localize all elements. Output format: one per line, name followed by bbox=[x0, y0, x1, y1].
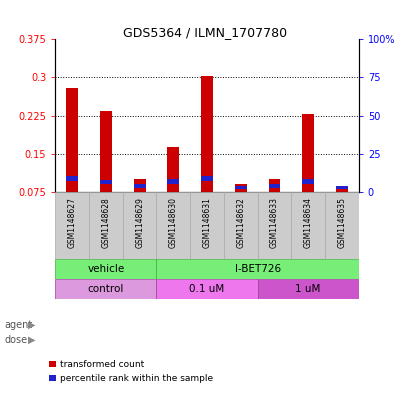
Bar bbox=[223, 192, 257, 259]
Bar bbox=[324, 192, 358, 259]
Bar bbox=[268, 179, 280, 192]
Text: GSM1148634: GSM1148634 bbox=[303, 197, 312, 248]
Text: 0.1 uM: 0.1 uM bbox=[189, 284, 224, 294]
Text: GSM1148631: GSM1148631 bbox=[202, 197, 211, 248]
Text: GSM1148629: GSM1148629 bbox=[135, 197, 144, 248]
Text: I-BET726: I-BET726 bbox=[234, 264, 280, 274]
Text: GSM1148632: GSM1148632 bbox=[236, 197, 245, 248]
Bar bbox=[133, 184, 145, 188]
Bar bbox=[335, 187, 347, 192]
Bar bbox=[291, 192, 324, 259]
Text: dose: dose bbox=[4, 335, 27, 345]
Bar bbox=[100, 180, 112, 184]
Bar bbox=[201, 176, 212, 181]
Text: GSM1148635: GSM1148635 bbox=[337, 197, 346, 248]
Bar bbox=[234, 186, 246, 189]
Bar bbox=[100, 110, 112, 192]
Bar bbox=[122, 192, 156, 259]
Text: GSM1148630: GSM1148630 bbox=[169, 197, 178, 248]
Bar bbox=[66, 176, 78, 181]
Text: GDS5364 / ILMN_1707780: GDS5364 / ILMN_1707780 bbox=[123, 26, 286, 39]
Text: ▶: ▶ bbox=[28, 320, 35, 330]
Bar bbox=[257, 192, 291, 259]
Bar bbox=[55, 279, 156, 299]
Text: vehicle: vehicle bbox=[87, 264, 124, 274]
Legend: transformed count, percentile rank within the sample: transformed count, percentile rank withi… bbox=[45, 357, 216, 387]
Text: agent: agent bbox=[4, 320, 32, 330]
Bar bbox=[133, 179, 145, 192]
Bar bbox=[156, 192, 190, 259]
Bar bbox=[234, 184, 246, 192]
Bar bbox=[167, 179, 179, 184]
Bar bbox=[89, 192, 122, 259]
Text: GSM1148633: GSM1148633 bbox=[269, 197, 278, 248]
Bar bbox=[268, 184, 280, 188]
Bar bbox=[201, 76, 212, 192]
Bar bbox=[167, 147, 179, 192]
Text: 1 uM: 1 uM bbox=[295, 284, 320, 294]
Bar bbox=[55, 192, 89, 259]
Bar bbox=[335, 186, 347, 189]
Text: GSM1148627: GSM1148627 bbox=[67, 197, 76, 248]
Bar bbox=[156, 259, 358, 279]
Text: GSM1148628: GSM1148628 bbox=[101, 197, 110, 248]
Bar bbox=[301, 114, 313, 192]
Bar bbox=[156, 279, 257, 299]
Bar bbox=[66, 88, 78, 192]
Bar bbox=[257, 279, 358, 299]
Bar bbox=[190, 192, 223, 259]
Text: ▶: ▶ bbox=[28, 335, 35, 345]
Bar bbox=[55, 259, 156, 279]
Text: control: control bbox=[88, 284, 124, 294]
Bar bbox=[301, 179, 313, 184]
